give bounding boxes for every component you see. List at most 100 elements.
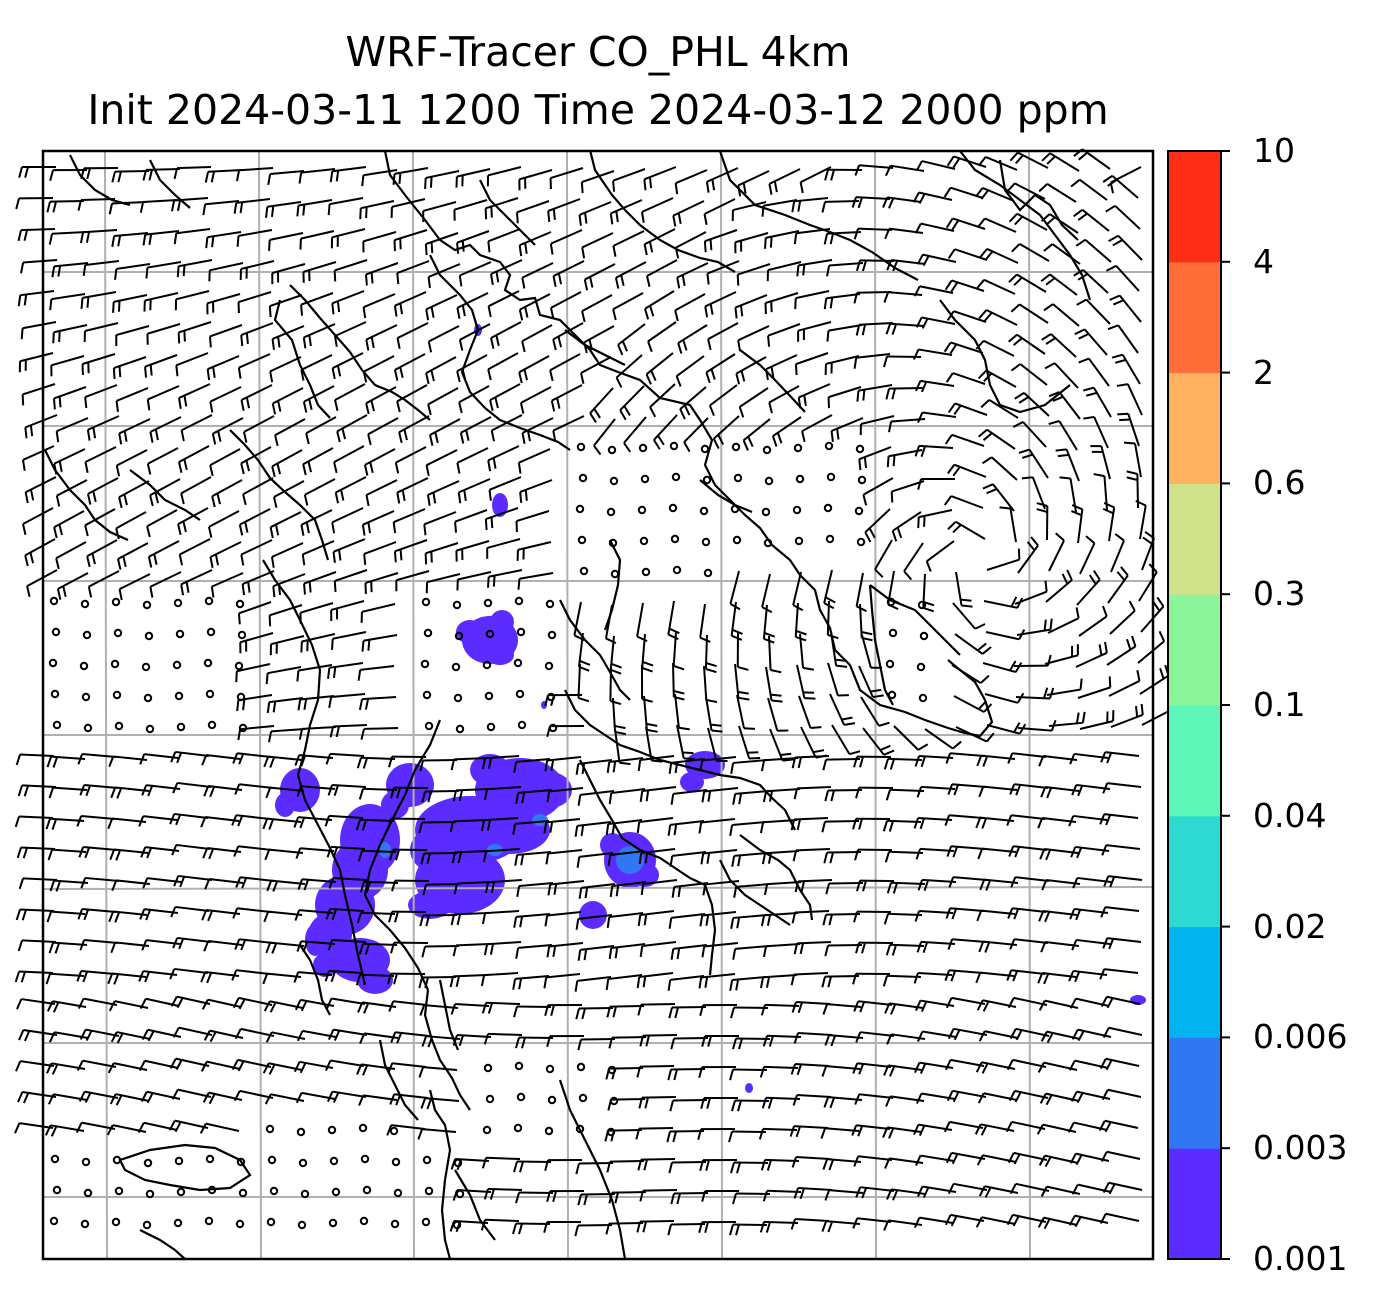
calm-wind-marker: [578, 473, 588, 483]
gridline-lat: [42, 886, 1154, 890]
wind-barb: [87, 570, 120, 598]
calm-wind-marker: [730, 504, 740, 514]
wind-barb: [699, 603, 711, 643]
wind-barb: [706, 260, 740, 285]
calm-wind-marker: [484, 691, 494, 701]
wind-barb: [732, 1037, 771, 1050]
wind-barb: [232, 996, 273, 1010]
wind-barb: [791, 910, 830, 924]
wind-barb: [334, 476, 367, 504]
wind-barb: [576, 852, 614, 868]
wind-barb: [387, 1062, 427, 1074]
wind-barb: [765, 354, 798, 381]
calm-wind-marker: [482, 660, 492, 670]
wind-barb: [146, 385, 180, 411]
wind-barb: [607, 850, 645, 867]
wind-barb: [1008, 273, 1047, 293]
wind-barb: [331, 352, 364, 380]
calm-wind-marker: [515, 689, 525, 699]
calm-wind-marker: [700, 444, 710, 454]
wind-barb: [452, 788, 491, 802]
calm-wind-marker: [238, 1188, 248, 1198]
calm-wind-marker: [885, 659, 895, 669]
wind-barb: [608, 943, 646, 960]
calm-wind-marker: [640, 474, 650, 484]
wind-barb: [575, 1162, 614, 1175]
calm-wind-marker: [235, 599, 245, 609]
wind-barb: [639, 1189, 678, 1202]
coastline: [739, 834, 814, 921]
wind-barb: [263, 755, 303, 768]
wind-barb: [1009, 1182, 1050, 1195]
wind-barb: [1090, 445, 1111, 480]
wind-barb: [609, 635, 622, 675]
wind-barb: [16, 998, 56, 1010]
calm-wind-marker: [482, 1125, 492, 1135]
wind-barb: [367, 417, 399, 446]
calm-wind-marker: [207, 720, 217, 730]
wind-barb: [362, 355, 395, 383]
wind-barb: [421, 945, 460, 958]
wind-barb: [1101, 844, 1141, 856]
wind-barb: [357, 849, 397, 862]
wind-barb: [240, 322, 274, 347]
wind-barb: [914, 222, 955, 234]
wind-barb: [793, 786, 832, 800]
calm-wind-marker: [733, 473, 743, 483]
wind-barb: [1107, 566, 1129, 604]
wind-barb: [1105, 264, 1140, 292]
wind-barb: [614, 261, 647, 289]
wind-barb: [484, 197, 519, 220]
calm-wind-marker: [267, 1155, 277, 1165]
wind-barb: [396, 322, 429, 350]
coastline: [739, 349, 806, 413]
wind-barb: [667, 820, 705, 836]
wind-barb: [331, 631, 367, 650]
wind-barb: [363, 541, 397, 565]
wind-barb: [355, 973, 395, 986]
wind-barb: [14, 1122, 54, 1134]
wind-barb: [80, 291, 117, 309]
wind-barb: [976, 278, 1016, 295]
wind-barb: [79, 229, 118, 244]
wind-barb: [417, 1128, 457, 1140]
wind-barb: [574, 821, 612, 837]
wind-barb: [1102, 782, 1142, 794]
wind-barb: [1079, 535, 1096, 575]
wind-barb: [544, 756, 582, 772]
wind-barb: [419, 759, 458, 772]
wind-barb: [236, 229, 273, 247]
wind-barb: [764, 292, 799, 315]
wind-barb: [947, 1027, 988, 1041]
wind-barb: [639, 786, 677, 803]
wind-barb: [674, 231, 707, 259]
calm-wind-marker: [699, 506, 709, 516]
wind-barb: [365, 386, 397, 415]
wind-barb: [705, 353, 736, 384]
wind-barb: [825, 882, 864, 895]
wind-barb: [264, 848, 304, 861]
wind-barb: [683, 417, 709, 453]
wind-barb: [241, 570, 275, 596]
wind-barb: [295, 847, 335, 859]
wind-barb: [946, 155, 987, 169]
wind-barb: [982, 483, 1015, 512]
wind-barb: [45, 972, 85, 985]
wind-barb: [945, 217, 986, 231]
calm-wind-marker: [483, 598, 493, 608]
calm-wind-marker: [237, 630, 247, 640]
calm-wind-marker: [358, 1123, 368, 1133]
wind-barb: [675, 355, 705, 387]
wind-barb: [364, 262, 399, 286]
wind-barb: [1006, 969, 1046, 982]
wind-barb: [924, 728, 962, 750]
wind-barb: [666, 1130, 705, 1143]
wind-barb: [589, 387, 614, 423]
wind-barb: [827, 662, 849, 697]
wind-barb: [550, 384, 583, 412]
calm-wind-marker: [547, 1095, 557, 1105]
wind-barb: [336, 414, 368, 443]
wind-barb: [799, 633, 815, 671]
wind-barb: [49, 879, 89, 892]
plume-blob: [492, 493, 508, 517]
